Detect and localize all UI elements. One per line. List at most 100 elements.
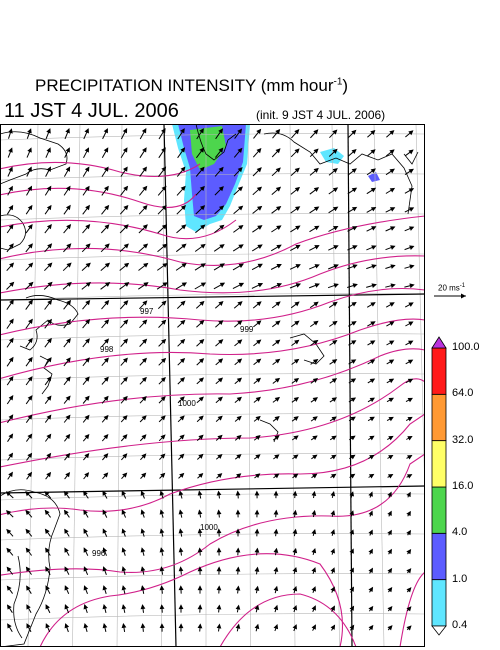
wind-arrow bbox=[329, 378, 338, 384]
wind-arrow bbox=[62, 262, 72, 272]
wind-arrow bbox=[386, 359, 395, 365]
wind-arrow bbox=[387, 491, 392, 498]
wind-arrow bbox=[139, 415, 147, 423]
wind-arrow bbox=[309, 301, 319, 309]
wind-arrow bbox=[215, 434, 223, 441]
wind-arrow bbox=[254, 528, 260, 537]
wind-arrow bbox=[347, 264, 358, 270]
wind-arrow bbox=[253, 434, 261, 441]
wind-arrow bbox=[310, 129, 319, 139]
wind-arrow bbox=[45, 566, 51, 575]
wind-arrow bbox=[251, 244, 263, 252]
wind-arrow bbox=[291, 129, 300, 139]
wind-arrow bbox=[329, 416, 337, 422]
wind-arrow bbox=[349, 548, 354, 555]
wind-arrow bbox=[102, 128, 108, 140]
wind-arrow bbox=[63, 166, 71, 177]
wind-arrow bbox=[121, 509, 127, 518]
wind-arrow bbox=[6, 281, 15, 290]
wind-arrow bbox=[272, 128, 281, 139]
wind-arrow bbox=[348, 359, 357, 365]
wind-arrow bbox=[44, 376, 52, 386]
wind-arrow bbox=[270, 264, 282, 270]
map-title: PRECIPITATION INTENSITY (mm hour-1) bbox=[35, 76, 349, 95]
colorbar-level-label: 32.0 bbox=[452, 434, 474, 446]
wind-arrow bbox=[63, 509, 70, 518]
wind-arrow bbox=[327, 283, 339, 289]
wind-arrow bbox=[235, 585, 241, 594]
wind-arrow bbox=[386, 397, 394, 403]
colorbar-level-label: 100.0 bbox=[452, 341, 480, 353]
isobar-label: 1000 bbox=[178, 399, 196, 408]
wind-arrow bbox=[368, 624, 374, 631]
wind-arrow bbox=[216, 547, 222, 556]
wind-arrow bbox=[26, 471, 33, 480]
wind-arrow bbox=[197, 509, 203, 518]
wind-arrow bbox=[25, 318, 33, 329]
wind-arrow bbox=[24, 281, 34, 290]
wind-arrow bbox=[64, 623, 70, 633]
wind-arrow bbox=[368, 454, 375, 460]
wind-arrow bbox=[158, 338, 167, 347]
wind-arrow bbox=[101, 147, 109, 159]
wind-arrow bbox=[234, 415, 242, 422]
wind-arrow bbox=[329, 435, 337, 441]
wind-arrow bbox=[386, 416, 394, 422]
wind-arrow bbox=[366, 283, 377, 289]
wind-arrow bbox=[273, 547, 279, 556]
wind-arrow bbox=[330, 586, 335, 593]
wind-arrow bbox=[291, 339, 300, 347]
wind-arrow bbox=[387, 625, 393, 631]
wind-arrow bbox=[177, 377, 186, 385]
wind-arrow bbox=[235, 490, 241, 499]
colorbar-cell bbox=[431, 440, 447, 488]
wind-arrow bbox=[311, 548, 317, 556]
colorbar-level-label: 64.0 bbox=[452, 387, 474, 399]
wind-arrow bbox=[367, 340, 376, 346]
wind-arrow bbox=[291, 416, 299, 422]
wind-arrow bbox=[178, 528, 184, 537]
wind-arrow bbox=[25, 299, 33, 310]
wind-arrow bbox=[215, 453, 223, 460]
wind-arrow bbox=[178, 453, 185, 460]
wind-arrow bbox=[234, 434, 242, 441]
wind-arrow bbox=[347, 226, 358, 232]
wind-arrow bbox=[387, 606, 393, 612]
wind-arrow bbox=[64, 128, 70, 140]
wind-arrow bbox=[176, 166, 186, 177]
wind-arrow bbox=[6, 356, 14, 367]
wind-arrow bbox=[120, 338, 129, 348]
wind-arrow bbox=[385, 283, 396, 288]
wind-arrow bbox=[273, 528, 279, 537]
wind-arrow bbox=[196, 434, 204, 441]
wind-arrow bbox=[368, 567, 373, 574]
wind-arrow bbox=[309, 187, 320, 195]
wind-arrow bbox=[119, 243, 129, 253]
wind-arrow bbox=[178, 604, 184, 613]
wind-arrow bbox=[139, 185, 148, 196]
wind-arrow bbox=[404, 264, 415, 270]
wind-arrow bbox=[368, 605, 374, 612]
wind-arrow bbox=[121, 547, 127, 556]
wind-arrow bbox=[385, 245, 396, 251]
wind-arrow bbox=[311, 529, 317, 537]
wind-arrow bbox=[175, 282, 188, 290]
wind-arrow bbox=[387, 454, 394, 460]
wind-arrow bbox=[309, 167, 319, 176]
wind-arrow bbox=[406, 435, 413, 441]
wind-arrow bbox=[63, 318, 71, 329]
wind-arrow bbox=[159, 547, 165, 556]
wind-arrow bbox=[252, 167, 262, 177]
wind-arrow bbox=[368, 529, 373, 536]
wind-arrow bbox=[82, 224, 91, 234]
wind-arrow bbox=[63, 299, 72, 310]
wind-arrow bbox=[330, 548, 335, 555]
wind-arrow bbox=[271, 186, 282, 195]
wind-arrow bbox=[233, 205, 244, 215]
wind-arrow bbox=[25, 547, 33, 556]
wind-arrow bbox=[253, 396, 261, 403]
wind-arrow bbox=[159, 453, 166, 461]
wind-arrow bbox=[291, 377, 300, 384]
wind-arrow bbox=[102, 585, 108, 594]
wind-arrow bbox=[235, 528, 241, 537]
